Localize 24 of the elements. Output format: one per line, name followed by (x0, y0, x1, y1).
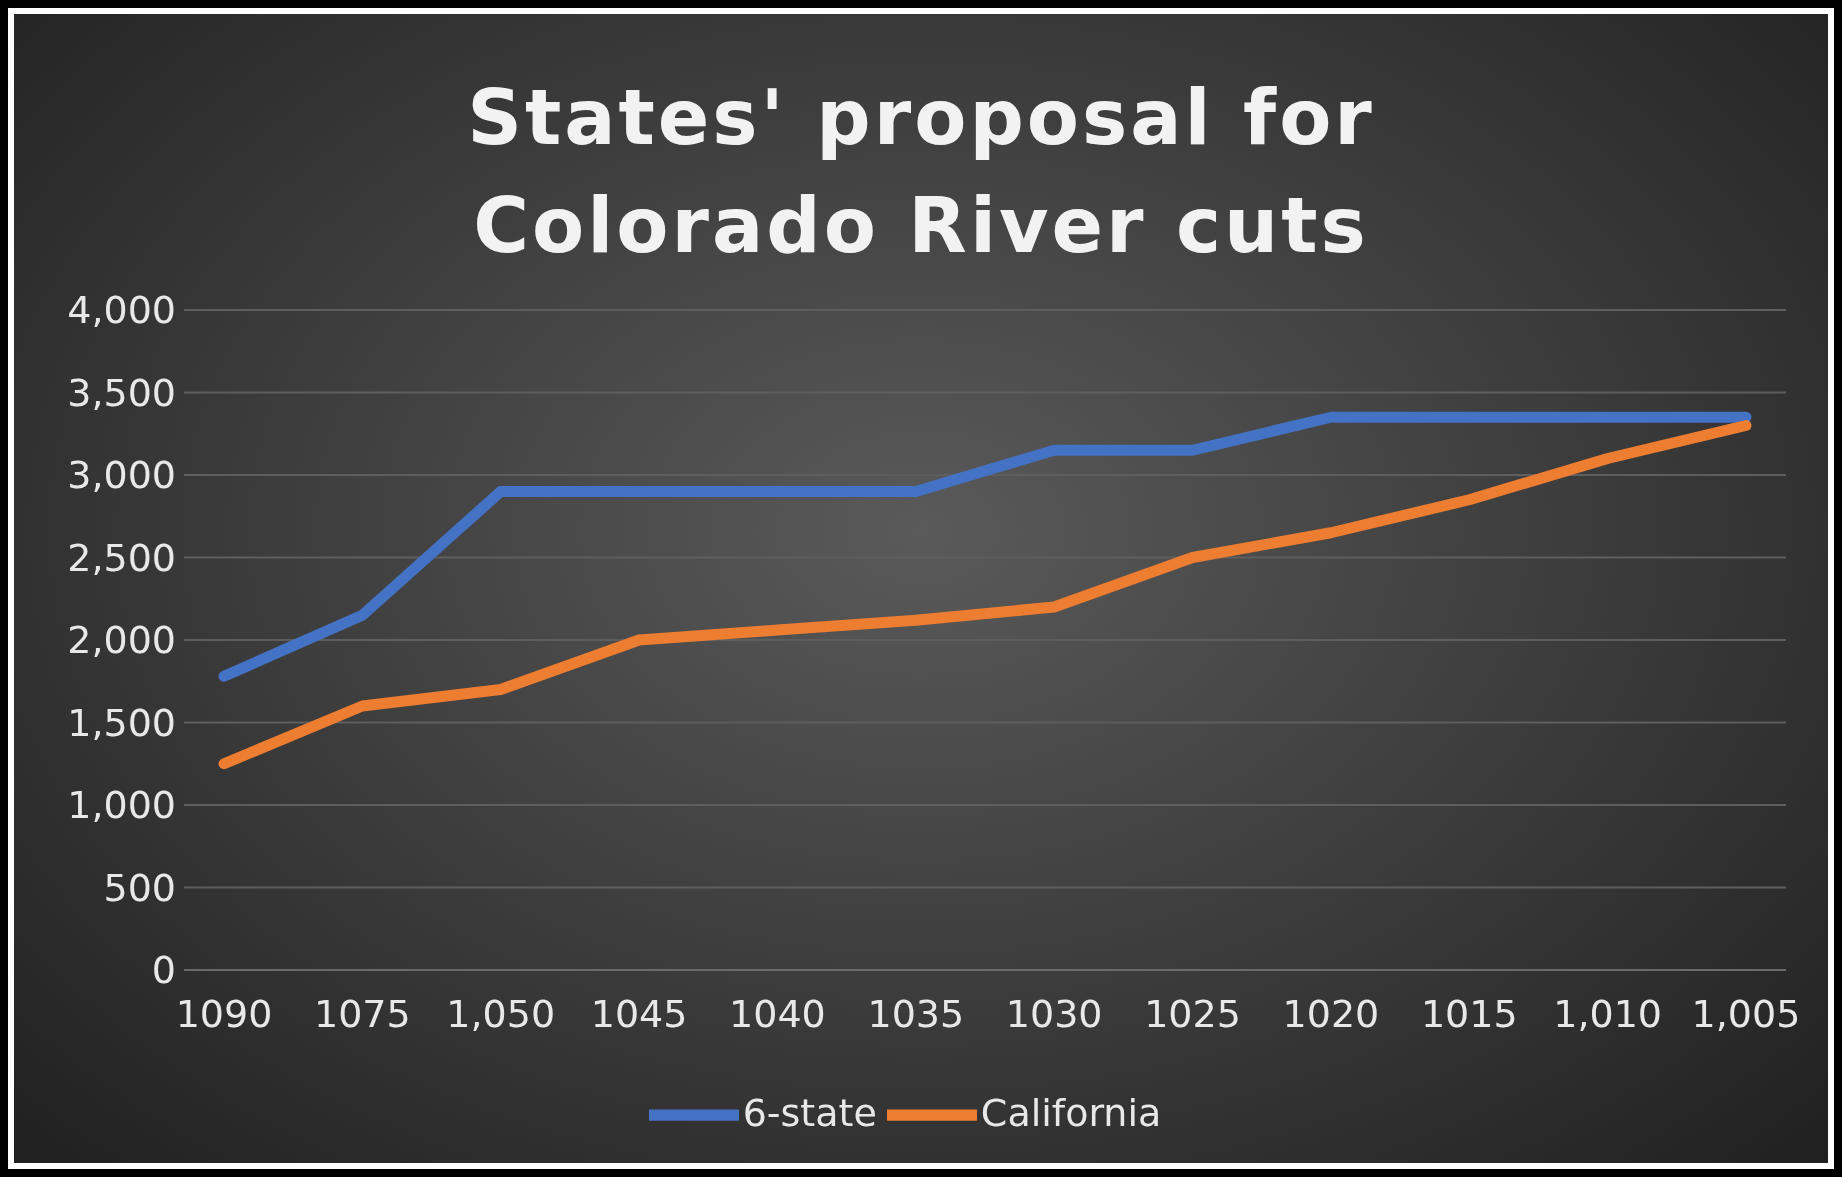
y-tick-label: 0 (151, 948, 176, 993)
x-tick-label: 1030 (1005, 991, 1103, 1036)
x-tick-label: 1090 (175, 991, 273, 1036)
y-tick-label: 3,000 (67, 453, 176, 498)
x-tick-label: 1040 (729, 991, 826, 1036)
x-tick-label: 1075 (314, 991, 411, 1036)
x-tick-label: 1045 (590, 991, 688, 1036)
y-tick-label: 2,500 (67, 535, 176, 580)
x-tick-label: 1,010 (1553, 991, 1663, 1036)
x-tick-label: 1,050 (446, 991, 556, 1036)
x-tick-label: 1020 (1282, 991, 1380, 1036)
y-tick-label: 1,500 (67, 700, 176, 745)
x-tick-label: 1025 (1144, 991, 1241, 1036)
y-tick-label: 2,000 (67, 618, 176, 663)
y-tick-label: 500 (103, 865, 176, 910)
x-tick-label: 1035 (867, 991, 965, 1036)
x-tick-label: 1,005 (1691, 991, 1801, 1036)
y-tick-label: 4,000 (67, 288, 176, 333)
legend-label: 6-state (742, 1090, 877, 1135)
legend-label: California (980, 1090, 1162, 1135)
y-tick-label: 1,000 (67, 783, 176, 828)
x-tick-label: 1015 (1420, 991, 1518, 1036)
y-tick-label: 3,500 (67, 370, 176, 415)
chart-title: States' proposal for Colorado River cuts (466, 72, 1376, 272)
